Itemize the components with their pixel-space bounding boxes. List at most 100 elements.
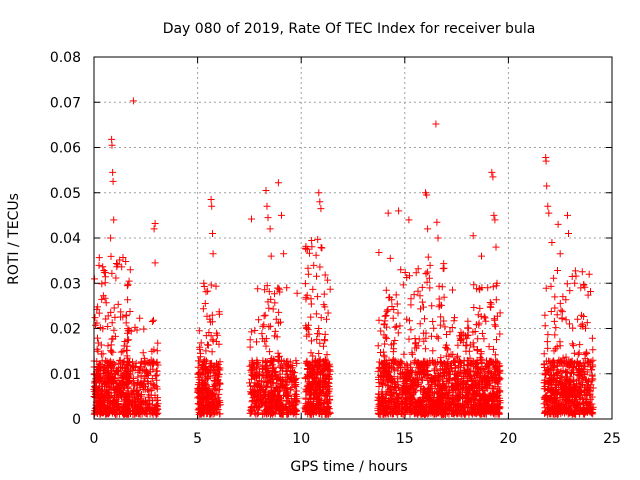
- x-tick-label: 15: [396, 431, 414, 447]
- data-point: [470, 281, 478, 289]
- data-point: [325, 373, 332, 381]
- data-point: [406, 373, 414, 381]
- data-point: [462, 347, 470, 355]
- data-point: [433, 333, 441, 341]
- data-point: [117, 348, 125, 356]
- data-point: [122, 311, 130, 319]
- data-point: [424, 253, 432, 261]
- data-point: [449, 286, 456, 294]
- data-point: [580, 313, 588, 320]
- data-point: [546, 401, 554, 409]
- data-point: [422, 401, 430, 409]
- data-point: [153, 347, 161, 355]
- data-point: [396, 322, 404, 330]
- data-point: [544, 344, 552, 352]
- data-point: [151, 220, 159, 227]
- data-point: [464, 356, 472, 364]
- data-point: [573, 390, 581, 398]
- data-point: [385, 386, 393, 394]
- data-point: [493, 312, 501, 320]
- data-point: [460, 381, 468, 389]
- data-point: [316, 383, 324, 391]
- data-point: [215, 385, 223, 393]
- x-tick-label: 0: [90, 431, 99, 447]
- data-point: [557, 306, 565, 314]
- data-point: [540, 385, 548, 393]
- data-point: [316, 378, 324, 386]
- data-point: [317, 314, 325, 322]
- data-point: [555, 386, 563, 394]
- data-point: [148, 401, 156, 409]
- data-point: [469, 368, 477, 376]
- data-point: [482, 317, 490, 325]
- data-point: [196, 410, 204, 418]
- data-point: [132, 359, 140, 367]
- data-point: [248, 328, 256, 336]
- data-point: [375, 373, 382, 381]
- data-point: [399, 281, 407, 289]
- data-point: [407, 301, 415, 309]
- data-point: [540, 360, 548, 368]
- data-point: [474, 346, 481, 353]
- data-point: [562, 375, 570, 383]
- data-point: [545, 367, 553, 375]
- data-point: [199, 362, 207, 370]
- data-point: [260, 321, 268, 329]
- data-point: [254, 406, 262, 414]
- data-point: [309, 352, 317, 360]
- data-point: [108, 269, 116, 277]
- data-point: [422, 361, 430, 369]
- data-point: [102, 299, 110, 307]
- data-point: [204, 287, 212, 295]
- data-point: [381, 340, 389, 348]
- data-point: [104, 323, 112, 330]
- data-point: [111, 386, 119, 394]
- data-point: [387, 410, 395, 418]
- data-point: [95, 374, 103, 382]
- data-point: [205, 391, 213, 398]
- data-point: [196, 371, 204, 379]
- data-point: [138, 410, 146, 418]
- data-point: [124, 296, 132, 304]
- data-point: [549, 357, 557, 365]
- data-point: [213, 370, 221, 378]
- data-point: [412, 344, 420, 352]
- data-point: [205, 406, 213, 414]
- data-point: [99, 409, 107, 416]
- data-point: [206, 404, 214, 411]
- data-point: [110, 216, 118, 224]
- data-point: [195, 408, 203, 416]
- data-point: [320, 290, 328, 298]
- data-point: [206, 360, 214, 368]
- data-point: [126, 400, 134, 408]
- data-point: [248, 215, 255, 223]
- data-point: [101, 279, 109, 287]
- data-point: [108, 348, 115, 356]
- data-point: [578, 379, 586, 387]
- data-point: [493, 336, 500, 344]
- data-point: [121, 338, 129, 345]
- data-point: [390, 340, 397, 348]
- data-point: [410, 409, 418, 417]
- data-point: [407, 295, 415, 303]
- data-point: [278, 405, 286, 413]
- data-point: [195, 327, 203, 335]
- data-point: [127, 365, 134, 373]
- data-point: [494, 408, 502, 416]
- x-axis-label: GPS time / hours: [290, 459, 407, 475]
- x-tick-label: 5: [193, 431, 202, 447]
- data-point: [124, 281, 132, 289]
- data-point: [545, 209, 553, 217]
- data-point: [575, 383, 583, 391]
- data-point: [122, 258, 130, 265]
- data-point: [559, 293, 567, 301]
- data-point: [442, 360, 450, 368]
- data-point: [454, 341, 462, 349]
- data-point: [485, 367, 493, 375]
- data-point: [408, 350, 416, 358]
- data-point: [477, 357, 485, 365]
- data-point: [122, 319, 130, 327]
- data-point: [325, 387, 333, 395]
- data-point: [263, 383, 271, 390]
- data-point: [395, 207, 403, 215]
